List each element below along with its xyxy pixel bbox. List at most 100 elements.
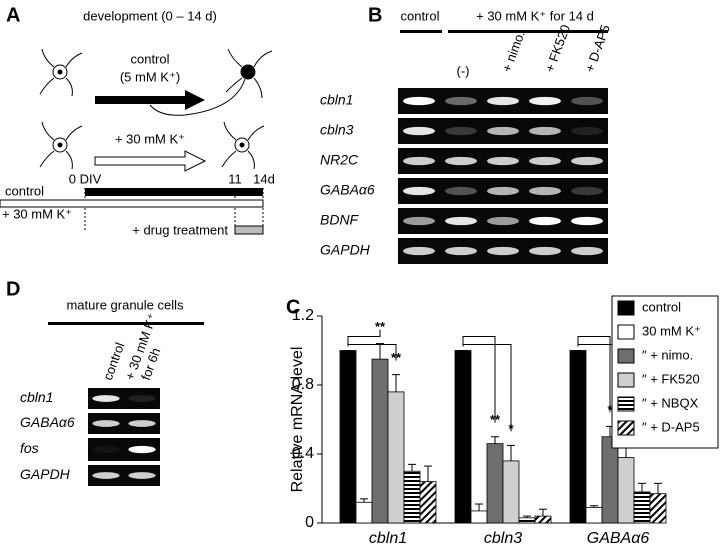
legend-swatch xyxy=(617,396,635,412)
gel-band xyxy=(529,246,561,256)
gene-label: cbln1 xyxy=(320,92,353,108)
panel-letter: B xyxy=(368,4,382,26)
gel-band xyxy=(445,156,477,166)
gel-band xyxy=(529,156,561,166)
gene-label: GABAα6 xyxy=(20,414,75,430)
gel-band xyxy=(403,156,435,166)
gel-band xyxy=(571,246,603,256)
gene-label: fos xyxy=(20,440,39,456)
bar xyxy=(371,358,389,524)
bar xyxy=(569,350,587,524)
timeline-bar xyxy=(0,199,264,208)
gene-label: BDNF xyxy=(320,212,360,228)
label: + 30 mM K⁺ for 14 d xyxy=(476,8,594,23)
gel-band xyxy=(529,216,561,226)
legend-label: ″ + FK520 xyxy=(642,371,700,386)
gel-band xyxy=(445,246,477,256)
legend-swatch xyxy=(617,300,635,316)
gel-band xyxy=(403,126,435,136)
bar xyxy=(486,443,504,524)
bar xyxy=(585,507,603,524)
bar xyxy=(534,515,552,524)
group-bar xyxy=(400,30,442,33)
gel-band xyxy=(529,186,561,196)
y-tick-label: 0.4 xyxy=(292,445,314,462)
gel-band xyxy=(487,246,519,256)
bracket xyxy=(577,336,611,413)
bar xyxy=(403,470,421,524)
gene-label: NR2C xyxy=(320,152,359,168)
gel-band xyxy=(571,156,603,166)
bar xyxy=(518,517,536,524)
panel-letter: D xyxy=(6,278,20,300)
panel-a: A development (0 – 14 d) control (5 mM K… xyxy=(0,4,275,237)
label: + drug treatment xyxy=(132,222,228,237)
bar xyxy=(649,493,667,524)
gel-band xyxy=(445,216,477,226)
gel-band xyxy=(571,186,603,196)
gene-label: cbln3 xyxy=(320,122,354,138)
bracket xyxy=(347,344,397,361)
timeline-marks xyxy=(84,188,264,232)
legend-label: ″ + nimo. xyxy=(642,347,693,362)
gel-band xyxy=(487,126,519,136)
significance: ** xyxy=(391,350,402,365)
gene-label: GAPDH xyxy=(20,466,71,482)
lane-label: (-) xyxy=(457,63,470,78)
legend-label: ″ + NBQX xyxy=(642,395,699,410)
bar xyxy=(633,491,651,524)
gel-row xyxy=(88,438,160,461)
label: (5 mM K⁺) xyxy=(120,69,180,84)
gel-band xyxy=(445,126,477,136)
gel-band xyxy=(487,96,519,106)
gel-band xyxy=(571,96,603,106)
group-bar xyxy=(48,322,204,325)
significance: ** xyxy=(490,412,501,427)
gel-band xyxy=(403,186,435,196)
bar xyxy=(454,350,472,524)
gene-label: cbln1 xyxy=(20,389,53,405)
legend-swatch xyxy=(617,324,635,340)
gel-band xyxy=(128,472,156,479)
gel-row xyxy=(88,413,160,434)
neurons xyxy=(39,48,273,170)
label: + 30 mM K⁺ xyxy=(2,206,72,221)
arrow xyxy=(95,90,205,110)
gel-band xyxy=(403,216,435,226)
legend-swatch xyxy=(617,348,635,364)
label: 0 DIV xyxy=(69,171,102,186)
panel-letter: C xyxy=(286,296,300,318)
x-tick-label: cbln1 xyxy=(369,530,407,547)
gel-band xyxy=(92,395,120,402)
y-tick-label: 1.2 xyxy=(292,307,314,324)
label: + 30 mM K⁺ xyxy=(115,131,185,146)
gel-row xyxy=(88,388,160,409)
gel-band xyxy=(529,126,561,136)
bracket xyxy=(462,344,512,432)
label: control xyxy=(5,183,44,198)
bar xyxy=(419,481,437,524)
gel-band xyxy=(487,156,519,166)
bar xyxy=(601,436,619,524)
label: 14d xyxy=(253,171,275,186)
gel-band xyxy=(529,96,561,106)
gel-band xyxy=(128,420,156,427)
panel-letter: A xyxy=(6,4,20,26)
timeline-bar xyxy=(234,225,264,235)
gel-band xyxy=(92,445,120,454)
label: control xyxy=(130,51,169,66)
significance: * xyxy=(508,421,514,436)
panel-b: B control + 30 mM K⁺ for 14 d xyxy=(368,4,608,33)
gel-band xyxy=(571,216,603,226)
bar xyxy=(617,457,635,524)
gel-band xyxy=(92,420,120,427)
bar xyxy=(470,510,488,524)
significance: ** xyxy=(375,319,386,334)
gel-band xyxy=(445,96,477,106)
x-tick-label: cbln3 xyxy=(484,530,522,547)
gel-band xyxy=(487,216,519,226)
gel-band xyxy=(403,246,435,256)
y-axis-label: Relative mRNA level xyxy=(289,347,306,493)
gene-label: GAPDH xyxy=(320,242,371,258)
gel-band xyxy=(128,395,156,402)
